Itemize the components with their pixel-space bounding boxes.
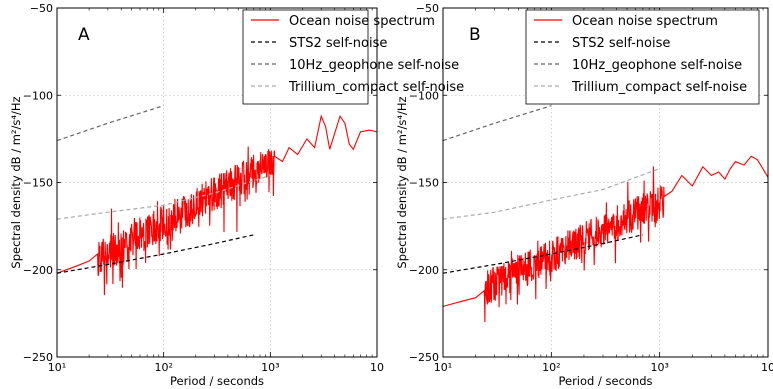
y-axis-label: Spectral density dB / m²/s⁴/Hz: [9, 96, 23, 268]
series-line-3: [443, 167, 660, 220]
legend-label-1: STS2 self-noise: [572, 36, 670, 51]
legend-label-2: 10Hz_geophone self-noise: [289, 58, 459, 73]
series-line-0: [443, 155, 768, 323]
y-tick-label: −100: [409, 89, 439, 102]
x-tick-label: 10¹: [434, 361, 452, 374]
series-line-1: [443, 234, 644, 274]
legend-box: [242, 9, 369, 105]
y-tick-label: −150: [23, 177, 53, 190]
y-tick-label: −250: [409, 351, 439, 364]
x-tick-label: 10²: [542, 361, 560, 374]
legend-label-3: Trillium_compact self-noise: [571, 80, 747, 95]
legend-label-0: Ocean noise spectrum: [572, 14, 718, 29]
plot-area: [443, 105, 768, 323]
legend-label-0: Ocean noise spectrum: [289, 14, 435, 29]
y-tick-label: −50: [30, 2, 53, 15]
series-line-3: [57, 174, 271, 220]
y-tick-label: −200: [409, 264, 439, 277]
panel-b: −250 −200 −150 −100 −50 10¹ 10² 10³ 10 Period / s…: [395, 2, 773, 388]
x-axis-label: Period / seconds: [558, 374, 652, 388]
series-line-1: [57, 234, 254, 274]
x-tick-label: 10: [761, 361, 773, 374]
legend-label-2: 10Hz_geophone self-noise: [572, 58, 742, 73]
panel-a: −250 −200 −150 −100 −50 10¹ 10² 10³ 10 Period / s…: [9, 2, 464, 388]
x-axis-label: Period / seconds: [170, 374, 264, 388]
x-tick-label: 10³: [650, 361, 668, 374]
x-tick-label: 10²: [154, 361, 172, 374]
series-line-0: [57, 114, 377, 296]
y-axis-label: Spectral density dB / m²/s⁴/Hz: [395, 96, 409, 268]
y-tick-label: −200: [23, 264, 53, 277]
x-tick-label: 10³: [261, 361, 279, 374]
legend-label-3: Trillium_compact self-noise: [288, 80, 464, 95]
series-line-2: [57, 105, 164, 142]
panel-label: B: [469, 25, 481, 45]
legend-label-1: STS2 self-noise: [289, 36, 387, 51]
panel-label: A: [78, 25, 90, 45]
y-tick-label: −150: [409, 177, 439, 190]
x-tick-label: 10: [370, 361, 384, 374]
legend-box: [525, 9, 760, 105]
y-tick-label: −100: [23, 89, 53, 102]
y-tick-label: −50: [416, 2, 439, 15]
y-tick-label: −250: [23, 351, 53, 364]
plot-area: [57, 105, 377, 296]
series-line-2: [443, 105, 552, 142]
x-tick-label: 10¹: [48, 361, 66, 374]
